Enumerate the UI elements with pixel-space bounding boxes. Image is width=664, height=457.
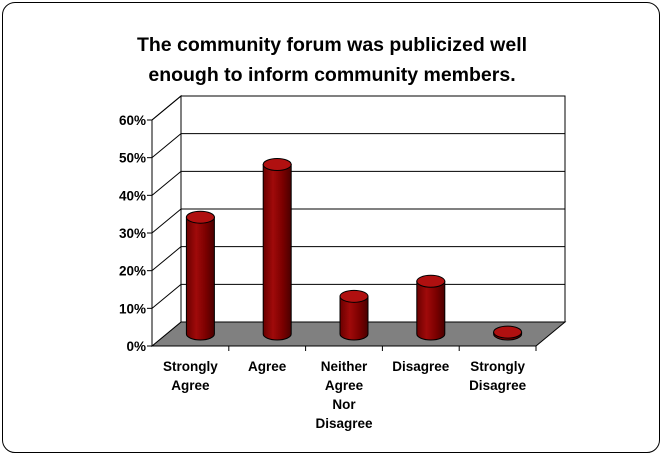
y-tick-label: 50%: [119, 151, 146, 166]
y-tick-label: 10%: [119, 301, 146, 316]
bar-body: [339, 295, 369, 341]
x-category-label: Disagree: [375, 357, 467, 376]
bar: [262, 158, 292, 341]
y-tick-label: 0%: [126, 339, 146, 354]
x-category-label-line: Disagree: [469, 378, 527, 393]
x-category-label-line: Agree: [171, 378, 210, 393]
x-category-label: Neither Agree Nor Disagree: [298, 357, 390, 433]
x-category-label-line: Nor: [332, 397, 356, 412]
bar-top: [262, 158, 292, 171]
x-category-label-line: Strongly: [470, 359, 525, 374]
y-tick-label: 40%: [119, 188, 146, 203]
x-category-label-line: Neither: [320, 359, 368, 374]
bar-body: [262, 164, 292, 341]
bar-top: [416, 274, 446, 288]
bar-top: [339, 289, 369, 303]
bar: [493, 325, 523, 341]
chart-title-line-2: enough to inform community members.: [148, 64, 516, 86]
y-tick-label: 20%: [119, 264, 146, 279]
x-category-label: Agree: [221, 357, 313, 376]
x-category-label: Strongly Disagree: [452, 357, 544, 395]
gridline-side: [151, 283, 182, 309]
bar: [416, 274, 446, 341]
bar-top: [493, 325, 523, 339]
x-category-label-line: Strongly: [163, 359, 218, 374]
chart-title-line-1: The community forum was publicized well: [136, 34, 528, 56]
y-tick-label: 60%: [119, 113, 146, 128]
bar: [185, 210, 215, 341]
x-category-label-line: Agree: [248, 359, 287, 374]
x-category-label-line: Disagree: [392, 359, 450, 374]
x-category-label-line: Disagree: [315, 416, 373, 431]
gridline-side: [151, 95, 182, 121]
bar-body: [185, 216, 215, 341]
gridline-side: [151, 133, 182, 159]
x-category-label-line: Agree: [324, 378, 364, 393]
chart-title: The community forum was publicized well …: [0, 30, 664, 90]
x-category-label: Strongly Agree: [144, 357, 236, 395]
gridline-side: [151, 170, 182, 196]
bar: [339, 289, 369, 341]
bar-top: [185, 210, 215, 224]
y-tick-label: 30%: [119, 226, 146, 241]
gridline-side: [151, 246, 182, 272]
bar-body: [416, 280, 446, 341]
gridline-side: [151, 208, 182, 234]
